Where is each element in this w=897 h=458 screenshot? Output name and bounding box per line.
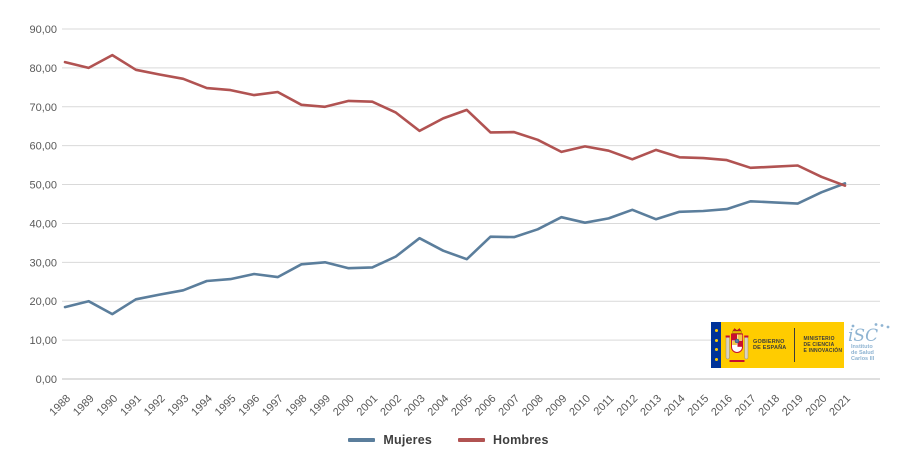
x-tick-label: 1993 xyxy=(166,393,192,419)
isciii-text: Instituto de Salud Carlos III xyxy=(851,344,874,362)
x-tick-label: 2020 xyxy=(804,393,830,419)
isciii-line1: Instituto xyxy=(851,344,873,350)
x-tick-label: 2011 xyxy=(592,393,617,418)
x-tick-label: 1988 xyxy=(47,393,73,419)
y-tick-label: 50,00 xyxy=(29,180,57,192)
gobierno-line1: GOBIERNO xyxy=(753,338,785,345)
x-tick-label: 2002 xyxy=(378,393,404,419)
ministerio-line2: DE CIENCIA xyxy=(803,342,835,348)
x-tick-label: 2014 xyxy=(662,393,688,419)
chart-legend: Mujeres Hombres xyxy=(0,427,897,453)
y-tick-label: 70,00 xyxy=(29,102,57,114)
x-tick-label: 2017 xyxy=(733,393,759,419)
x-tick-label: 1989 xyxy=(71,393,97,419)
y-tick-label: 90,00 xyxy=(29,24,57,36)
x-tick-label: 2016 xyxy=(709,393,735,419)
hombres-line-swatch xyxy=(458,438,486,442)
x-tick-label: 2000 xyxy=(331,393,357,419)
legend-label-mujeres: Mujeres xyxy=(383,433,433,447)
gobierno-espana-logo: GOBIERNO DE ESPAÑA MINISTERIO DE CIENCIA… xyxy=(711,322,846,368)
x-tick-label: 1991 xyxy=(118,393,144,419)
ministerio-line3: E INNOVACIÓN xyxy=(803,348,843,354)
x-tick-label: 2018 xyxy=(756,393,782,419)
isciii-line2: de Salud xyxy=(851,350,874,356)
x-tick-label: 1996 xyxy=(236,393,262,419)
spain-coat-of-arms-icon xyxy=(725,328,749,362)
eu-stars-strip-icon xyxy=(711,322,721,368)
x-tick-label: 1997 xyxy=(260,393,286,419)
y-tick-label: 40,00 xyxy=(29,218,57,230)
y-tick-label: 80,00 xyxy=(29,63,57,75)
x-tick-label: 2013 xyxy=(638,393,664,419)
x-tick-label: 2008 xyxy=(520,393,546,419)
series-line-mujeres xyxy=(63,182,847,316)
x-tick-label: 2009 xyxy=(544,393,570,419)
x-tick-label: 2004 xyxy=(426,393,452,419)
x-tick-label: 2007 xyxy=(496,393,522,419)
gobierno-yellow-panel: GOBIERNO DE ESPAÑA MINISTERIO DE CIENCIA… xyxy=(721,322,846,368)
x-tick-label: 2019 xyxy=(780,393,806,419)
x-tick-label: 2012 xyxy=(615,393,641,419)
isciii-mark-icon: iSC xyxy=(848,323,890,344)
mujeres-line-swatch xyxy=(348,438,376,442)
legend-item-hombres: Hombres xyxy=(458,433,549,447)
isciii-line3: Carlos III xyxy=(851,356,875,362)
x-tick-label: 1994 xyxy=(189,393,215,419)
x-tick-label: 1999 xyxy=(307,393,333,419)
x-tick-label: 1992 xyxy=(142,393,168,419)
y-tick-label: 30,00 xyxy=(29,257,57,269)
x-tick-label: 2015 xyxy=(686,393,712,419)
x-tick-label: 1990 xyxy=(95,393,121,419)
x-tick-label: 2006 xyxy=(473,393,499,419)
x-tick-label: 2001 xyxy=(355,393,381,419)
x-tick-label: 2010 xyxy=(567,393,593,419)
isciii-logo: iSC Instituto de Salud Carlos III xyxy=(844,322,897,368)
gobierno-text: GOBIERNO DE ESPAÑA xyxy=(753,339,786,352)
gobierno-line2: DE ESPAÑA xyxy=(753,345,787,351)
legend-item-mujeres: Mujeres xyxy=(348,433,432,447)
x-tick-label: 2021 xyxy=(827,393,853,419)
x-tick-label: 1995 xyxy=(213,393,239,419)
y-tick-label: 60,00 xyxy=(29,141,57,153)
institutional-logo: GOBIERNO DE ESPAÑA MINISTERIO DE CIENCIA… xyxy=(711,322,897,368)
x-tick-label: 2003 xyxy=(402,393,428,419)
y-tick-label: 0,00 xyxy=(36,374,57,386)
svg-text:iSC: iSC xyxy=(848,326,878,344)
y-tick-label: 20,00 xyxy=(29,296,57,308)
series-line-hombres xyxy=(63,53,847,187)
x-tick-label: 1998 xyxy=(284,393,310,419)
x-tick-label: 2005 xyxy=(449,393,475,419)
logo-divider xyxy=(794,328,796,362)
y-tick-label: 10,00 xyxy=(29,335,57,347)
ministerio-line1: MINISTERIO xyxy=(803,336,835,342)
legend-label-hombres: Hombres xyxy=(493,433,549,447)
ministerio-text: MINISTERIO DE CIENCIA E INNOVACIÓN xyxy=(803,336,845,354)
